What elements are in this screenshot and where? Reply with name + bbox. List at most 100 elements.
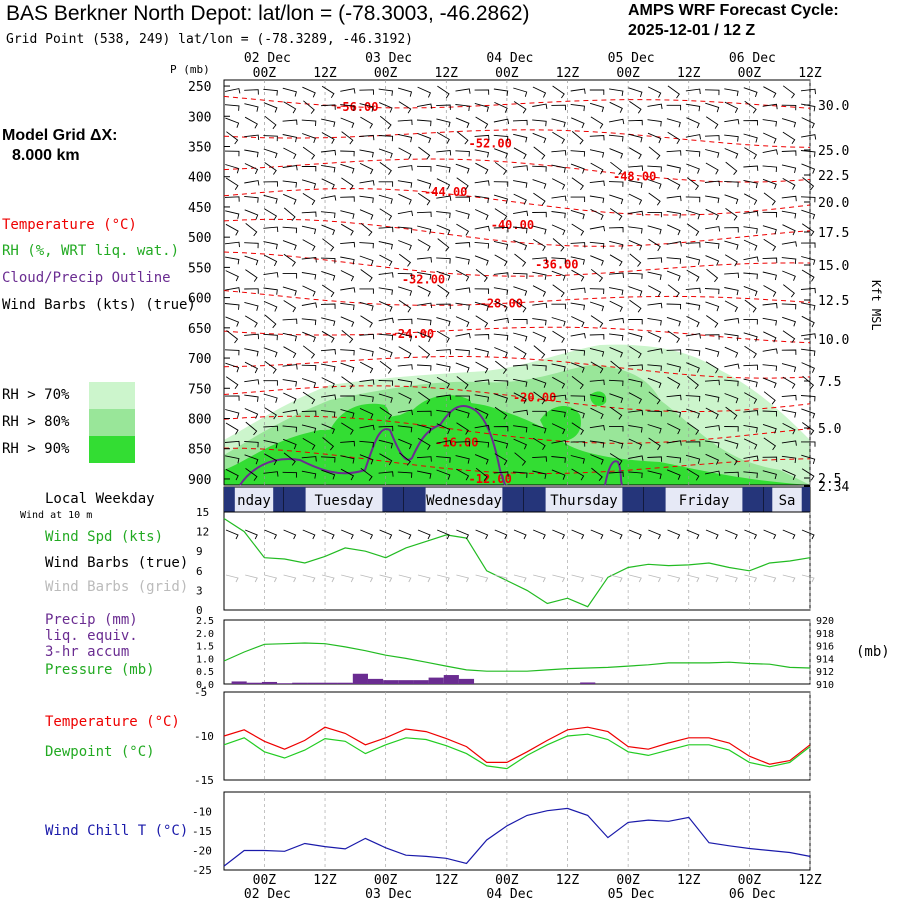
wind-at-10m-label: Wind at 10 m <box>20 510 93 521</box>
wind-barb <box>359 348 374 357</box>
wind-barb-true <box>744 529 758 540</box>
wind-barb <box>743 179 758 189</box>
wind-barb <box>436 439 452 446</box>
wind-barb-grid <box>667 574 681 583</box>
temperature-contour-label: -20.00 <box>513 390 556 404</box>
weekday-shade-left <box>764 487 773 512</box>
wind-barb <box>551 394 567 401</box>
precip-bar <box>277 683 293 684</box>
wind-barb <box>398 193 412 205</box>
wind-barb <box>340 302 355 311</box>
wind-barb <box>685 395 701 402</box>
wind-barb <box>608 181 624 187</box>
top-time-tick-label: 12Z <box>435 66 459 81</box>
wind-barb <box>493 226 509 233</box>
weekday-shade-left <box>224 487 235 512</box>
wind-barb <box>743 438 758 450</box>
wind-barb <box>416 456 432 462</box>
precip-bar <box>428 677 444 684</box>
temperature-contour-label: -48.00 <box>613 170 656 184</box>
wind-barb <box>397 119 413 126</box>
wind-barb <box>724 134 739 142</box>
temperature-contour <box>223 356 811 379</box>
legend-precip-liq: liq. equiv. <box>45 628 138 644</box>
wind-barb <box>244 89 259 95</box>
wind-barb <box>666 303 682 310</box>
wind-barb <box>783 284 795 298</box>
height-tick-label: 2.5 <box>818 472 841 487</box>
wind-barb <box>724 227 739 233</box>
pressure-right-tick-label: 920 <box>816 616 834 627</box>
wind-barb <box>781 363 797 373</box>
wind-barb <box>763 331 777 343</box>
wind-barb <box>513 392 527 404</box>
wind-barb <box>762 271 777 281</box>
wind-barb <box>648 437 661 451</box>
wind-barb <box>321 85 335 99</box>
wind-barb <box>609 439 624 449</box>
wind-barb <box>532 179 547 189</box>
wind-barb <box>801 163 816 174</box>
wind-barb <box>474 134 490 141</box>
wind-barb <box>320 257 336 264</box>
wind-barb <box>781 455 797 464</box>
wind-barb <box>417 437 431 450</box>
wind-barb <box>781 303 797 310</box>
wind-barb <box>359 103 374 112</box>
wind-barb <box>397 210 414 216</box>
wind-barb <box>436 303 451 310</box>
wind-barb <box>667 131 681 145</box>
wind-barb <box>494 254 508 267</box>
wind-barb <box>321 469 336 480</box>
wind-barb <box>244 408 259 419</box>
wind-barb <box>704 379 720 386</box>
wind-barb <box>667 224 681 236</box>
wind-barb <box>417 271 432 280</box>
wind-barb <box>743 455 759 461</box>
wind-barb <box>264 208 278 221</box>
wind-barb <box>762 377 777 388</box>
wind-barb <box>609 333 624 341</box>
wind-barb <box>570 302 586 311</box>
wind-barb <box>474 149 490 158</box>
wind-barb <box>589 135 605 141</box>
wind-barb <box>628 210 644 217</box>
precip-bar <box>367 678 384 684</box>
wind-barb <box>455 349 470 356</box>
wind-barb-true <box>609 529 623 540</box>
precip-bar <box>246 682 262 684</box>
wind-barb <box>493 471 509 477</box>
wind-barb <box>763 192 776 206</box>
wind-barb <box>417 239 431 252</box>
wind-barb <box>551 195 567 201</box>
wind-barb <box>474 424 490 431</box>
wind-barb-grid <box>629 574 642 583</box>
wind-barb <box>647 132 662 144</box>
wind-barb-true <box>552 529 566 540</box>
legend-rh90-swatch <box>89 436 135 463</box>
wind-barb <box>704 334 720 340</box>
wind-barb <box>493 240 509 250</box>
wind-barb <box>225 409 240 418</box>
wind-barb <box>628 239 643 251</box>
wind-tick-label: 12 <box>196 526 209 539</box>
precip-bar <box>413 680 429 684</box>
wind-barb <box>282 425 298 433</box>
wind-barb <box>340 349 355 356</box>
wind-barb-true <box>571 529 585 540</box>
wind-barb <box>705 407 719 420</box>
weekday-shade-right <box>273 487 284 512</box>
temp-tick-label: -15 <box>194 774 214 787</box>
wind-barb-true <box>341 529 354 540</box>
top-time-tick-label: 00Z <box>374 66 398 81</box>
forecast-cycle-label: AMPS WRF Forecast Cycle: <box>628 2 839 19</box>
wind-barb <box>532 257 548 263</box>
wind-barb <box>512 226 528 234</box>
wind-barb <box>436 409 451 418</box>
wind-barb <box>455 316 470 328</box>
wind-barb <box>647 331 662 343</box>
wind-barb <box>781 409 797 418</box>
wind-barb <box>263 300 278 312</box>
wind-barb <box>781 241 797 247</box>
wind-barb <box>436 394 452 400</box>
